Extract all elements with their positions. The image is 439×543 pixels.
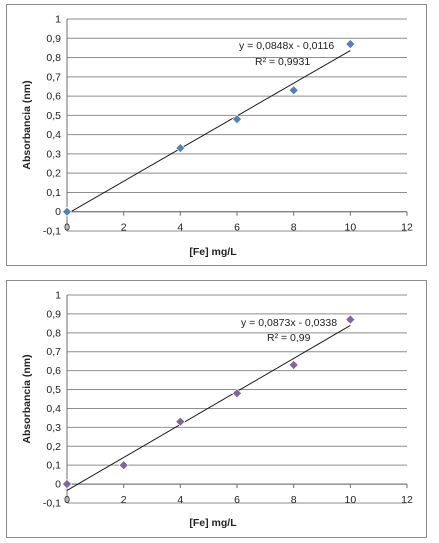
trendline-equation: y = 0,0848x - 0,0116 (239, 40, 334, 52)
x-tick-label: 8 (291, 222, 297, 234)
x-tick-label: 0 (64, 222, 70, 234)
y-axis-title: Absorbancia (nm) (21, 354, 33, 443)
data-point (232, 388, 242, 399)
x-tick-label: 4 (177, 222, 183, 234)
chart-panel-bottom: -0,1 0 0,1 0,2 0,3 0,4 0,5 0,6 0,7 0,8 0,9 1 0 2 4 6 8 10… (6, 280, 427, 538)
data-point (62, 206, 72, 217)
y-tick-label: 0,7 (46, 71, 61, 83)
chart-svg-bottom: -0,100,10,20,30,40,50,60,70,80,910 2 4 6 8 10… (21, 290, 413, 530)
y-tick-label: 0,5 (46, 384, 61, 396)
y-axis-title: Absorbancia (nm) (21, 80, 33, 169)
x-tick-label: 6 (234, 222, 240, 234)
x-tick-label: 0 (64, 494, 70, 506)
x-axis-title: [Fe] mg/L (189, 246, 237, 258)
x-tick-label: 4 (177, 494, 183, 506)
y-tick-label: 0,9 (46, 33, 61, 45)
chart-svg-top: -0,100,10,20,30,40,50,60,70,80,910 2 4 6 8 10… (21, 14, 413, 259)
y-tick-label: 0,5 (46, 110, 61, 122)
trendline (66, 324, 351, 491)
data-point (288, 85, 299, 96)
y-tick-label: 0,3 (46, 148, 61, 160)
data-point (232, 114, 242, 125)
x-tick-label: 8 (291, 494, 297, 506)
y-tick-label: 0,2 (46, 441, 61, 453)
y-tick-label: 0,7 (46, 346, 61, 358)
data-point (118, 460, 129, 471)
y-tick-label: 0,9 (46, 308, 61, 320)
chart-panel-top: -0,1 0 0,1 0,2 0,3 0,4 0,5 0,6 0,7 0,8 0,9 1 0 2 4 6 8 10… (6, 4, 427, 266)
data-point (345, 314, 356, 325)
y-tick-label: 0,4 (46, 403, 61, 415)
y-tick-label: 1 (55, 290, 61, 302)
data-point (175, 416, 186, 427)
y-tick-label: 0,8 (46, 327, 61, 339)
y-tick-label: -0,1 (43, 226, 61, 238)
y-tick-label: 0,1 (46, 187, 61, 199)
r-squared-label: R² = 0,9931 (255, 56, 310, 68)
x-axis-title: [Fe] mg/L (189, 517, 237, 529)
x-tick-label: 10 (344, 222, 356, 234)
y-tick-label: 0,2 (46, 168, 61, 180)
y-tick-label: 0,1 (46, 460, 61, 472)
trendline-equation: y = 0,0873x - 0,0338 (241, 317, 337, 329)
data-point (62, 479, 72, 490)
y-tick-label: 0,3 (46, 422, 61, 434)
x-tick-label: 2 (121, 222, 127, 234)
y-tick-label: 0,8 (46, 52, 61, 64)
y-tick-label: -0,1 (43, 498, 61, 510)
y-tick-label: 0,6 (46, 365, 61, 377)
y-tick-label: 0 (55, 479, 61, 491)
r-squared-label: R² = 0,99 (267, 332, 311, 344)
y-tick-label: 1 (55, 14, 61, 26)
data-point (345, 39, 356, 49)
y-tick-label: 0 (55, 206, 61, 218)
data-point (288, 360, 299, 370)
y-tick-label: 0,6 (46, 91, 61, 103)
data-point (175, 143, 186, 154)
y-tick-label: 0,4 (46, 129, 61, 141)
trendline (66, 50, 351, 215)
x-tick-label: 12 (401, 222, 413, 234)
x-tick-label: 2 (121, 494, 127, 506)
x-tick-label: 6 (234, 494, 240, 506)
x-tick-label: 10 (344, 494, 356, 506)
x-tick-label: 12 (401, 494, 413, 506)
